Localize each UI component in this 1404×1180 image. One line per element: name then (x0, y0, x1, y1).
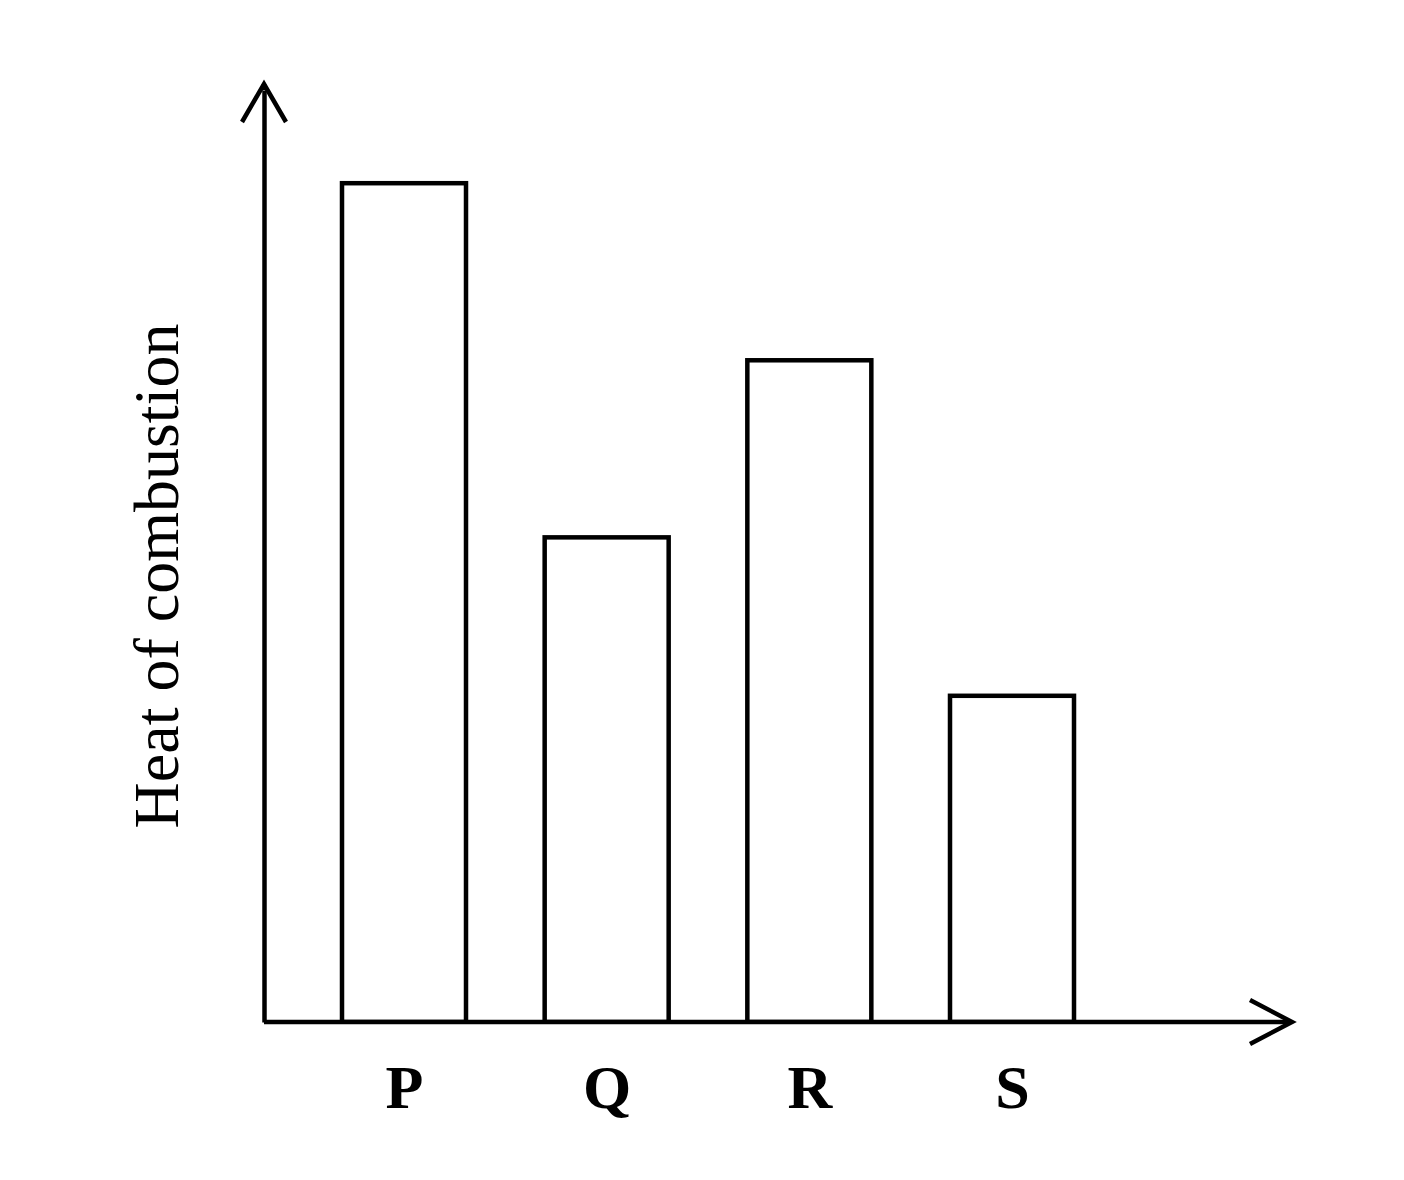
plot-area (342, 183, 1074, 1022)
x-tick-label: P (386, 1053, 424, 1121)
x-axis: P Q R S (386, 1022, 1030, 1121)
y-axis-title: Heat of combustion (121, 324, 192, 829)
bar (747, 360, 871, 1022)
y-axis (264, 91, 265, 1023)
x-axis-arrow (1250, 1000, 1292, 1044)
bar (342, 183, 466, 1022)
y-axis-arrow (242, 84, 286, 122)
bar (950, 696, 1074, 1022)
x-tick: S (995, 1022, 1029, 1121)
x-tick: P (386, 1022, 424, 1121)
x-tick-label: S (995, 1053, 1029, 1121)
x-axis-line (264, 1020, 1290, 1025)
x-tick-label: R (787, 1053, 833, 1121)
bar (545, 537, 669, 1022)
x-tick: R (787, 1022, 833, 1121)
y-axis-line (262, 91, 267, 1023)
x-tick: Q (583, 1022, 631, 1121)
y-axis-arrow-stem (262, 84, 267, 90)
chart: P Q R S Heat of combustion (0, 0, 1404, 1180)
x-tick-label: Q (583, 1053, 631, 1121)
